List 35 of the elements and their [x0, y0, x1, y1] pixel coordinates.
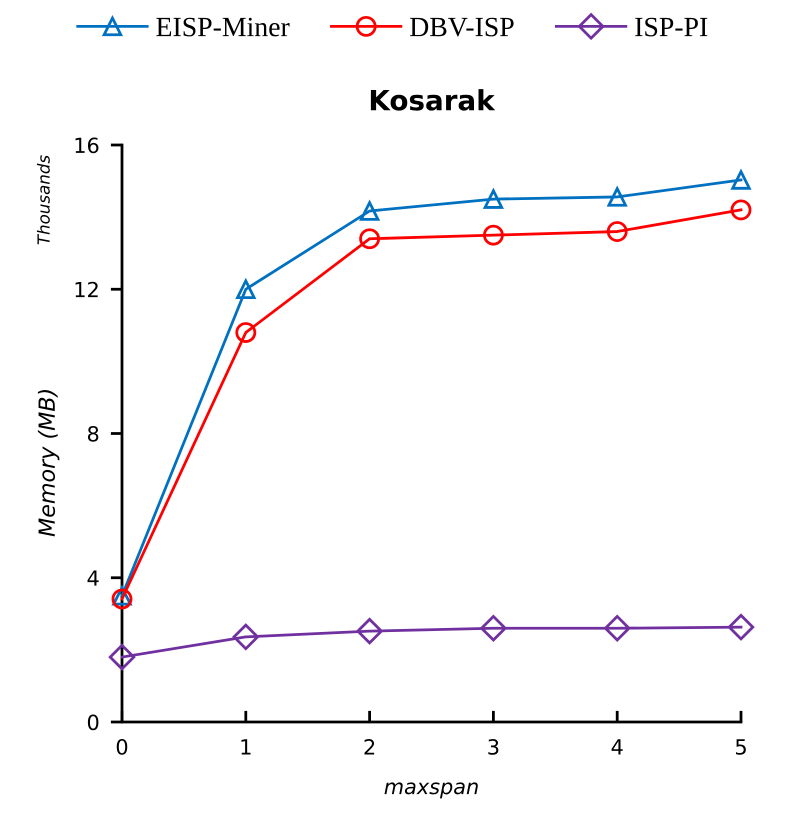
point [236, 280, 256, 299]
point [232, 624, 259, 650]
x-axis-title: maxspan [384, 782, 478, 798]
legend-label: EISP-Miner [156, 18, 290, 36]
x-tick-label: 0 [116, 739, 128, 755]
x-tick-label: 4 [612, 739, 623, 754]
y-tick-label: 0 [88, 714, 98, 730]
y-tick-label: 16 [76, 137, 98, 154]
point [606, 221, 628, 242]
text: Thousands [36, 155, 50, 244]
legend-label: DBV-ISP [410, 18, 514, 37]
y-tick-label: 8 [88, 426, 98, 442]
legend-label: ISP-PI [635, 18, 708, 36]
point [482, 224, 504, 246]
x-tick-label: 1 [241, 739, 251, 754]
point [728, 614, 754, 640]
chart-title: Kosarak [370, 89, 496, 111]
y-tick-label: 12 [76, 282, 98, 298]
y-tick-label: 4 [88, 570, 99, 586]
point [112, 588, 132, 610]
x-tick-label: 3 [488, 739, 498, 755]
point [360, 201, 380, 221]
x-tick-label: 5 [736, 739, 746, 755]
point [731, 170, 751, 190]
point [604, 615, 630, 642]
point [356, 618, 383, 644]
point [359, 228, 380, 250]
point [108, 644, 136, 670]
point [484, 189, 504, 209]
point [480, 615, 507, 642]
point [235, 322, 256, 343]
point [607, 187, 627, 207]
x-tick-label: 2 [364, 739, 374, 754]
point [730, 199, 752, 220]
y-axis-title: Memory (MB) [38, 390, 60, 536]
